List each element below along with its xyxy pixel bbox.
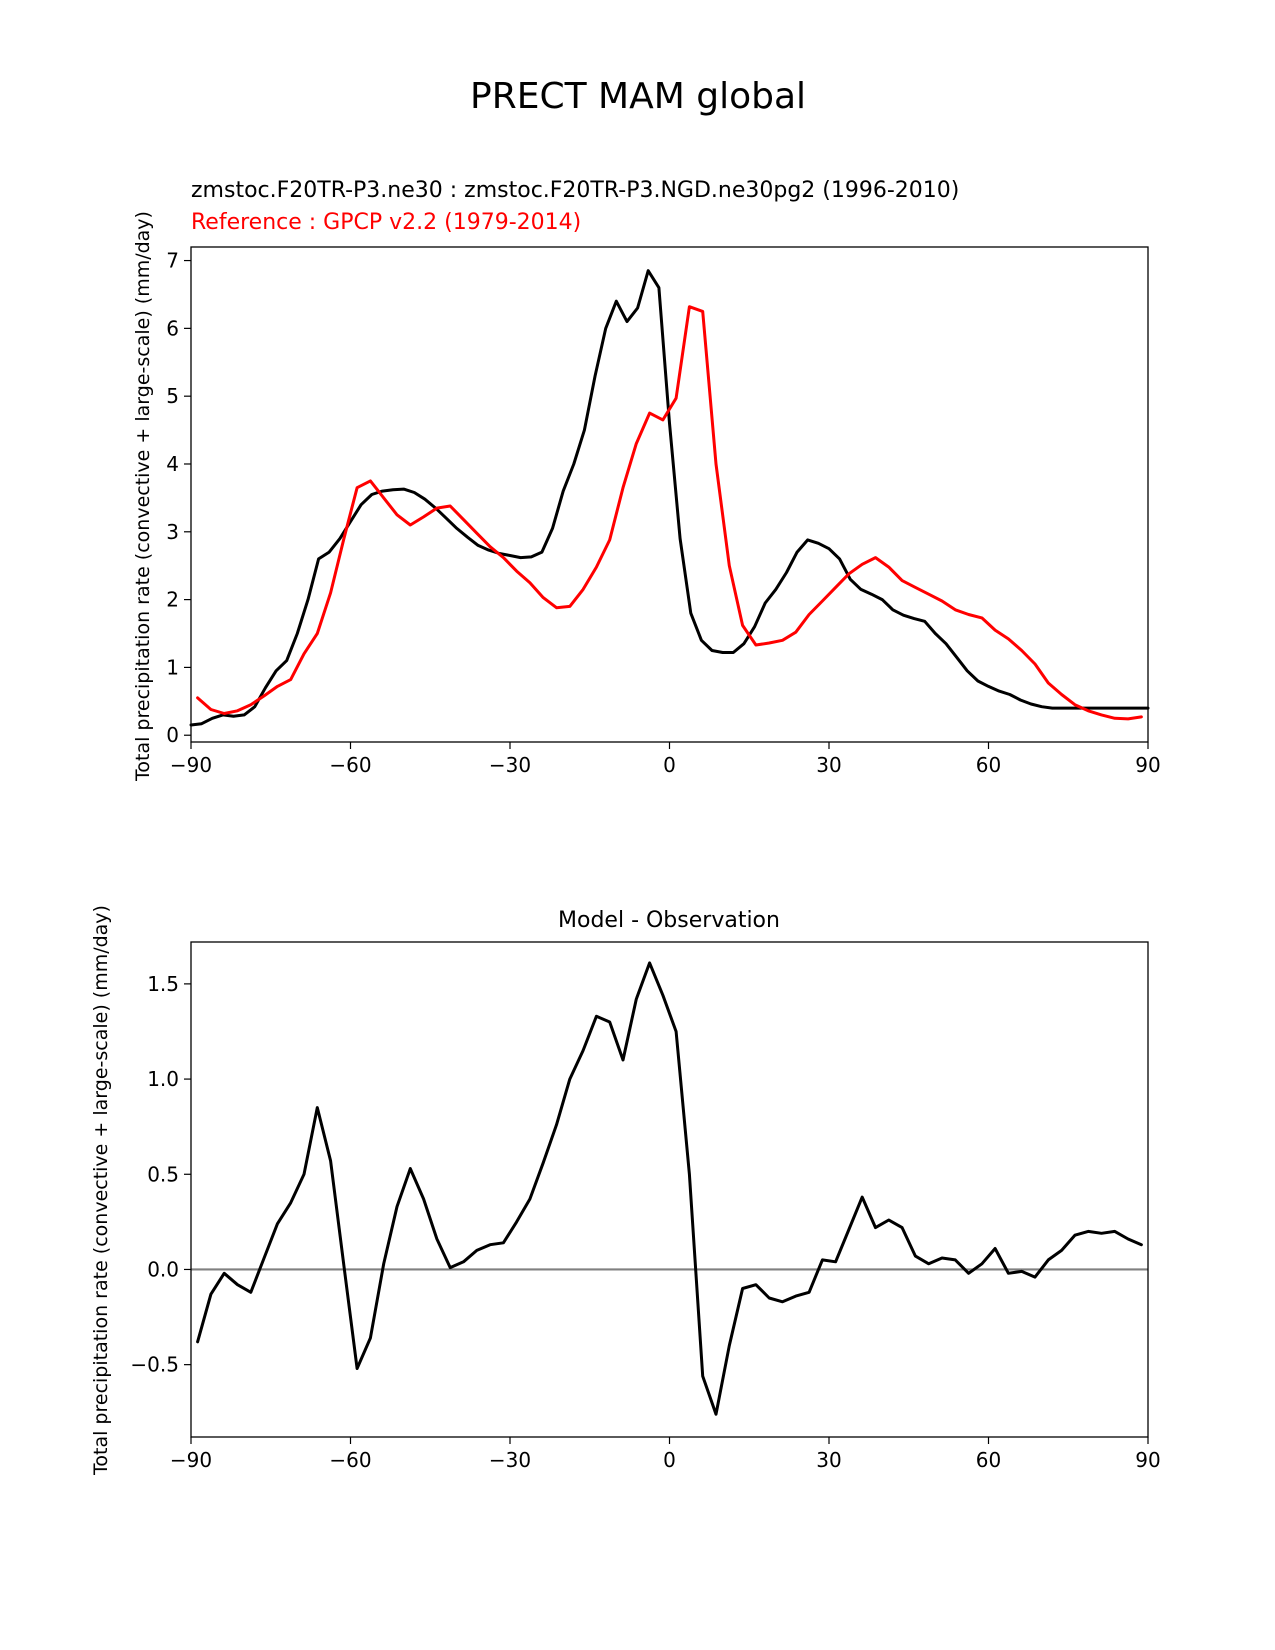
bottom-panel-title: Model - Observation: [558, 908, 780, 933]
x-tick-label: 90: [1135, 753, 1160, 777]
y-tick-label: 4: [166, 452, 179, 476]
x-tick-label: −90: [170, 753, 212, 777]
y-tick-label: 1.0: [147, 1067, 179, 1091]
y-tick-label: 0: [166, 723, 179, 747]
x-tick-label: −30: [489, 1448, 531, 1472]
x-tick-label: −30: [489, 753, 531, 777]
x-tick-label: 60: [976, 1448, 1001, 1472]
top-panel-lines: [189, 269, 1150, 727]
x-tick-label: 30: [816, 1448, 841, 1472]
top-panel-ylabel: Total precipitation rate (convective + l…: [132, 211, 154, 782]
x-tick-label: 90: [1135, 1448, 1160, 1472]
x-tick-label: 30: [816, 753, 841, 777]
x-tick-label: 0: [663, 1448, 676, 1472]
y-tick-label: 1.5: [147, 972, 179, 996]
x-tick-label: −60: [329, 1448, 371, 1472]
y-tick-label: 6: [166, 316, 179, 340]
y-tick-label: 1: [166, 655, 179, 679]
y-tick-label: 2: [166, 588, 179, 612]
top-panel-ticks: −90 −60 −30 0 30 60 90 0 1 2 3 4 5 6 7: [166, 249, 1160, 777]
top-panel: zmstoc.F20TR-P3.ne30 : zmstoc.F20TR-P3.N…: [132, 178, 1161, 782]
bottom-panel-ylabel: Total precipitation rate (convective + l…: [90, 905, 112, 1476]
top-panel-reference-title: Reference : GPCP v2.2 (1979-2014): [191, 210, 581, 235]
y-tick-label: 0.0: [147, 1257, 179, 1281]
top-panel-frame: [190, 246, 1149, 743]
y-tick-label: 0.5: [147, 1162, 179, 1186]
x-tick-label: −60: [329, 753, 371, 777]
figure-title: PRECT MAM global: [470, 76, 806, 117]
bottom-panel-lines: [191, 961, 1148, 1416]
y-tick-label: 7: [166, 249, 179, 273]
x-tick-label: −90: [170, 1448, 212, 1472]
test-series-line: [189, 269, 1150, 727]
y-tick-label: −0.5: [130, 1353, 179, 1377]
bottom-panel-frame: [190, 941, 1149, 1438]
x-tick-label: 0: [663, 753, 676, 777]
bottom-panel-ticks: −90 −60 −30 0 30 60 90 −0.5 0.0 0.5 1.0 1.5: [130, 972, 1160, 1472]
y-tick-label: 5: [166, 384, 179, 408]
top-panel-test-title: zmstoc.F20TR-P3.ne30 : zmstoc.F20TR-P3.N…: [191, 178, 959, 203]
reference-series-line: [196, 305, 1143, 721]
x-tick-label: 60: [976, 753, 1001, 777]
difference-series-line: [196, 961, 1143, 1416]
y-tick-label: 3: [166, 520, 179, 544]
bottom-panel: Model - Observation −90 −60 −30 0 30 60 90 −0.5…: [90, 905, 1161, 1476]
